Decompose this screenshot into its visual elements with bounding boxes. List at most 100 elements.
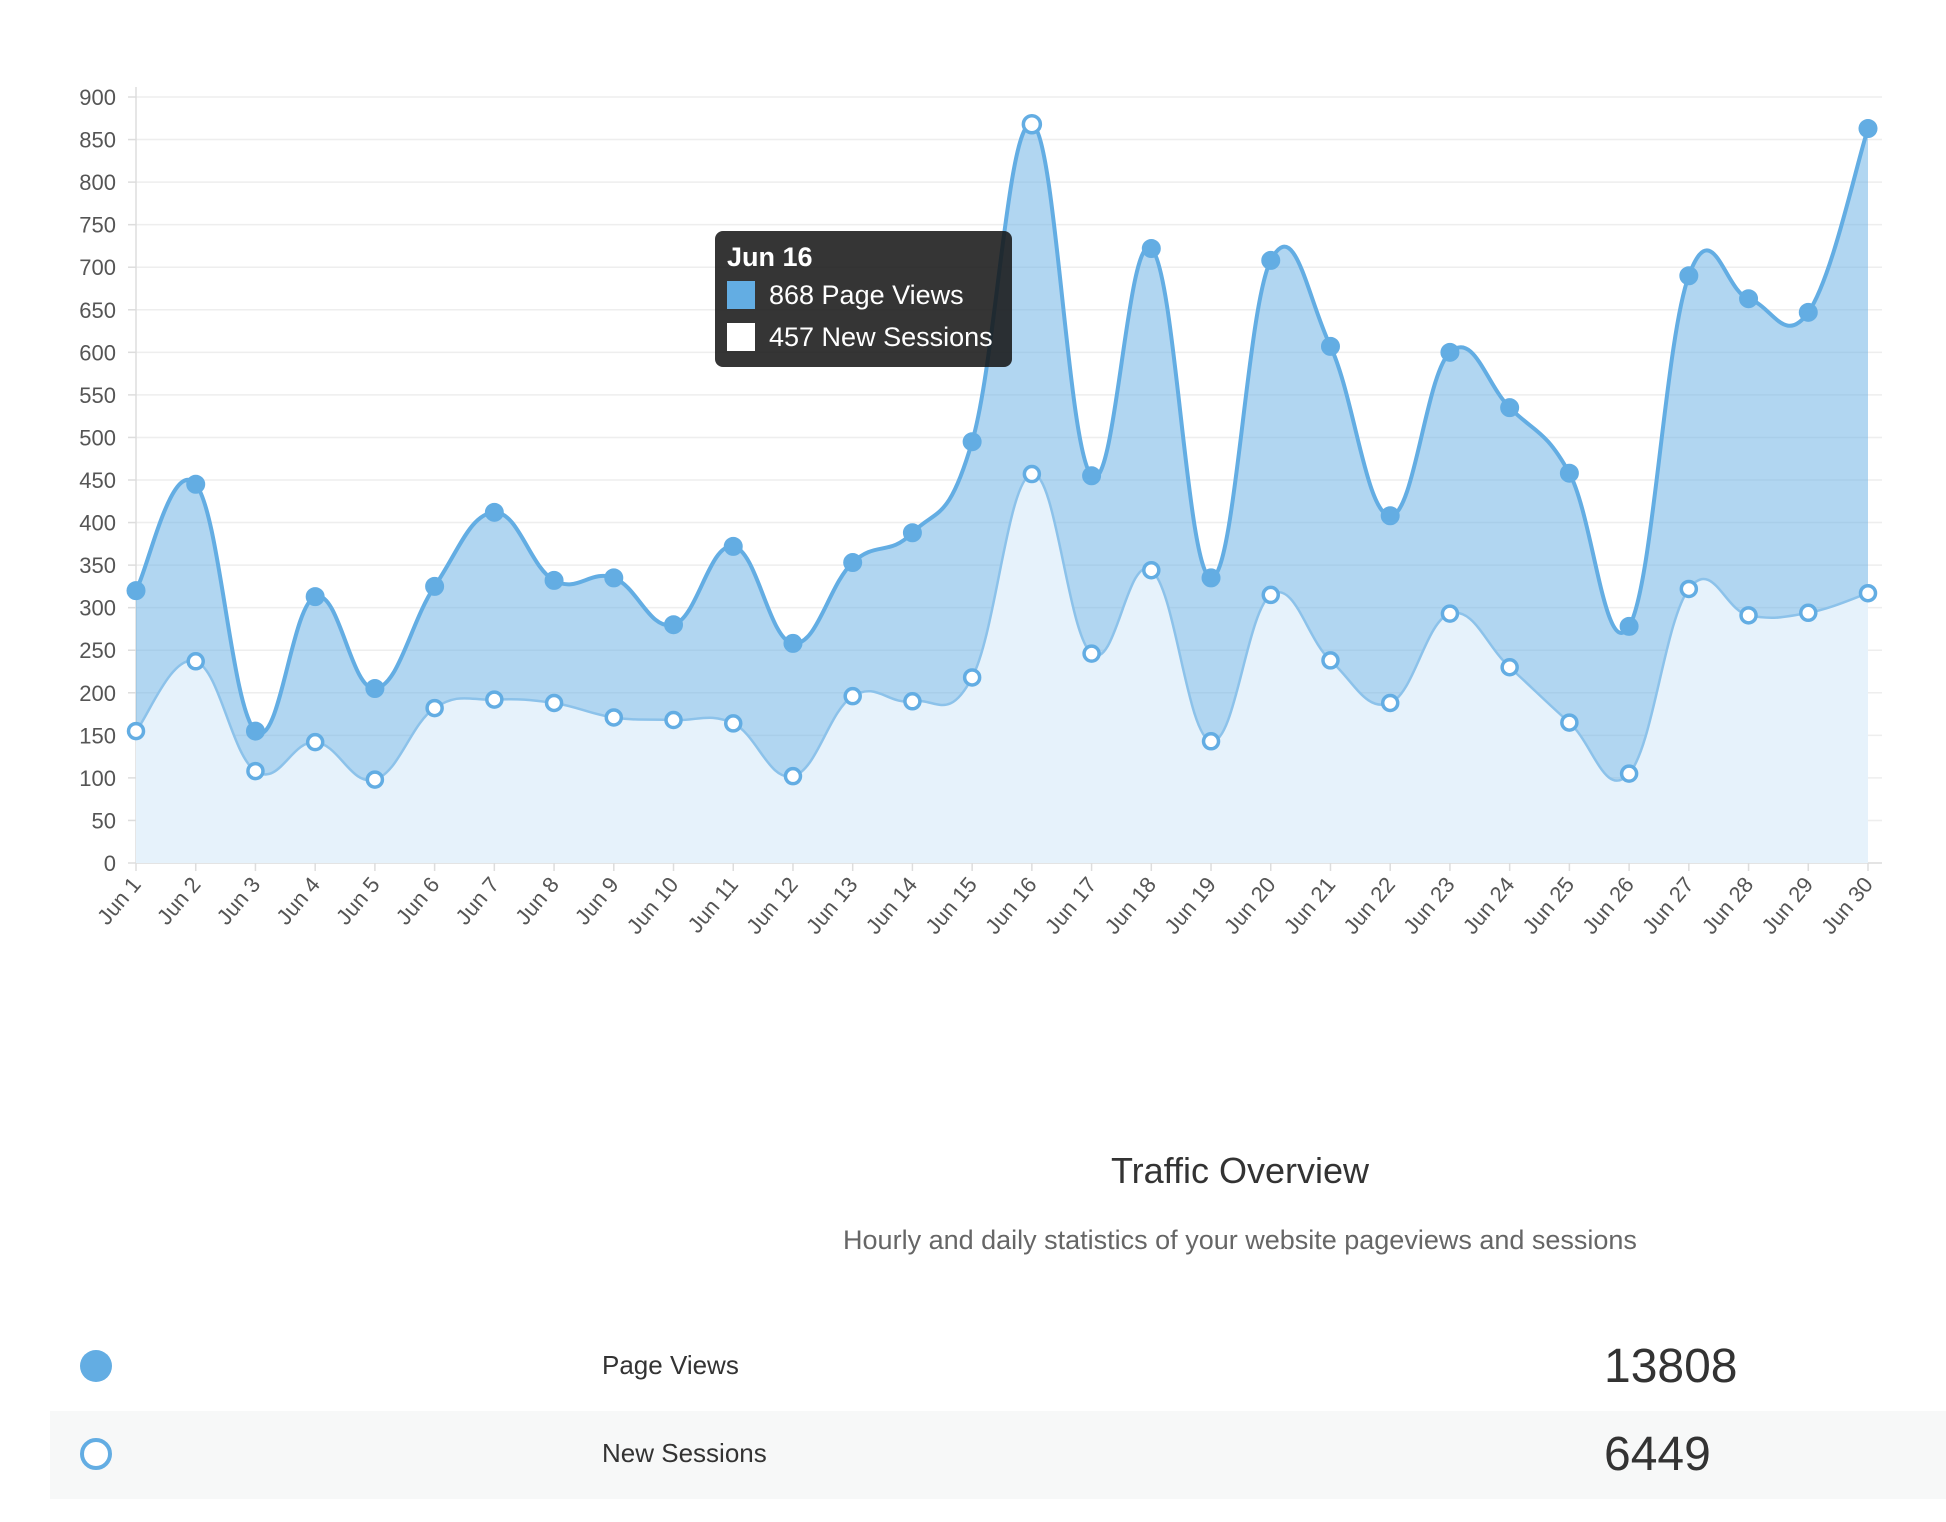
page-views-point [1619, 616, 1639, 636]
page-views-point [1320, 336, 1340, 356]
x-tick-label: Jun 6 [391, 872, 445, 929]
x-tick-label: Jun 27 [1637, 872, 1699, 939]
page-views-point [664, 615, 684, 635]
x-tick-label: Jun 21 [1279, 872, 1341, 939]
page-views-point [126, 581, 146, 601]
page-views-point [305, 587, 325, 607]
legend-row-new-sessions[interactable]: New Sessions 6449 [50, 1411, 1946, 1499]
new-sessions-point [723, 714, 743, 733]
y-tick-label: 100 [79, 766, 116, 791]
page-views-point [1201, 568, 1221, 588]
x-tick-label: Jun 1 [92, 872, 146, 929]
new-sessions-point [1142, 560, 1161, 580]
x-tick-label: Jun 22 [1338, 872, 1400, 939]
new-sessions-point [1619, 764, 1639, 783]
tooltip-title: Jun 16 [727, 242, 813, 272]
x-tick-label: Jun 26 [1577, 872, 1639, 939]
new-sessions-point [1261, 585, 1281, 605]
page-views-point [186, 474, 206, 494]
filled-circle-icon [80, 1350, 112, 1382]
new-sessions-point [664, 710, 683, 730]
y-tick-label: 50 [92, 808, 116, 833]
new-sessions-point [246, 761, 265, 781]
new-sessions-area [136, 473, 1868, 863]
y-tick-label: 650 [79, 298, 116, 323]
y-tick-label: 250 [79, 638, 116, 663]
y-tick-label: 0 [104, 851, 116, 876]
y-tick-label: 900 [79, 85, 116, 110]
new-sessions-point [1858, 583, 1878, 603]
page-views-point [902, 523, 922, 543]
y-tick-label: 150 [79, 723, 116, 748]
page-views-point [962, 432, 982, 452]
x-tick-label: Jun 25 [1518, 872, 1580, 939]
page-views-point [245, 721, 265, 741]
y-tick-label: 200 [79, 681, 116, 706]
y-tick-label: 350 [79, 553, 116, 578]
page-views-point [484, 502, 504, 522]
x-tick-label: Jun 15 [920, 872, 982, 939]
chart-tooltip: Jun 16 868 Page Views 457 New Sessions [715, 231, 1012, 367]
page-views-point [1021, 113, 1043, 135]
new-sessions-point [962, 668, 982, 687]
x-tick-label: Jun 13 [801, 872, 863, 939]
new-sessions-point [544, 693, 564, 713]
x-tick-label: Jun 3 [212, 872, 266, 929]
page-views-point [1798, 302, 1818, 322]
legend-label-new-sessions: New Sessions [602, 1438, 767, 1468]
page-views-point [1380, 506, 1400, 526]
page-views-point [365, 679, 385, 699]
y-tick-label: 600 [79, 340, 116, 365]
tooltip-row-page-views: 868 Page Views [727, 274, 1000, 316]
legend-label-page-views: Page Views [602, 1350, 739, 1380]
overview-subtitle: Hourly and daily statistics of your webs… [843, 1225, 1637, 1255]
new-sessions-point [1560, 713, 1579, 732]
page-views-point [723, 536, 743, 556]
new-sessions-point [1799, 603, 1818, 623]
new-sessions-point [126, 721, 146, 741]
page-views-point [1739, 289, 1759, 309]
traffic-chart[interactable]: 0 50 100 150 200 250 300 350 400 450 500 550 600 650 7… [0, 0, 1946, 1000]
y-tick-label: 550 [79, 383, 116, 408]
page-views-point [544, 570, 564, 590]
x-tick-label: Jun 17 [1040, 872, 1102, 939]
new-sessions-point [1201, 732, 1221, 751]
new-sessions-point [903, 692, 922, 711]
x-tick-label: Jun 5 [331, 872, 385, 929]
new-sessions-point [305, 732, 325, 752]
new-sessions-point [1679, 579, 1699, 599]
legend-value-page-views: 13808 [1604, 1340, 1738, 1393]
new-sessions-point [1380, 693, 1400, 713]
new-sessions-point [843, 686, 862, 706]
x-tick-label: Jun 8 [510, 872, 564, 929]
new-sessions-point [1022, 464, 1042, 484]
tooltip-swatch-new-sessions [727, 323, 755, 351]
legend-row-page-views[interactable]: Page Views 13808 [50, 1323, 1946, 1411]
hollow-circle-icon [80, 1438, 112, 1470]
tooltip-swatch-page-views [727, 281, 755, 309]
x-tick-label: Jun 19 [1159, 872, 1221, 939]
page-views-point [1679, 266, 1699, 286]
x-tick-label: Jun 16 [980, 872, 1042, 939]
y-tick-label: 400 [79, 511, 116, 536]
x-tick-label: Jun 28 [1697, 872, 1759, 939]
page-views-point [1858, 118, 1878, 138]
x-tick-label: Jun 23 [1398, 872, 1460, 939]
x-tick-label: Jun 11 [683, 872, 744, 937]
x-tick-label: Jun 20 [1219, 872, 1281, 939]
traffic-chart-area: 0 50 100 150 200 250 300 350 400 450 500 550 600 650 7… [0, 0, 1946, 1000]
page-views-line [134, 122, 1870, 736]
y-tick-label: 700 [79, 255, 116, 280]
new-sessions-point [783, 766, 803, 786]
overview-title: Traffic Overview [1110, 1150, 1370, 1191]
y-tick-label: 800 [79, 170, 116, 195]
x-tick-label: Jun 7 [450, 872, 504, 929]
x-tick-label: Jun 12 [741, 872, 803, 939]
new-sessions-point [604, 708, 624, 727]
y-tick-label: 300 [79, 596, 116, 621]
page-views-point [1082, 466, 1102, 486]
y-tick-label: 750 [79, 213, 116, 238]
y-tick-label: 500 [79, 425, 116, 450]
page-views-point [1559, 463, 1579, 483]
page-views-point [1500, 398, 1520, 418]
